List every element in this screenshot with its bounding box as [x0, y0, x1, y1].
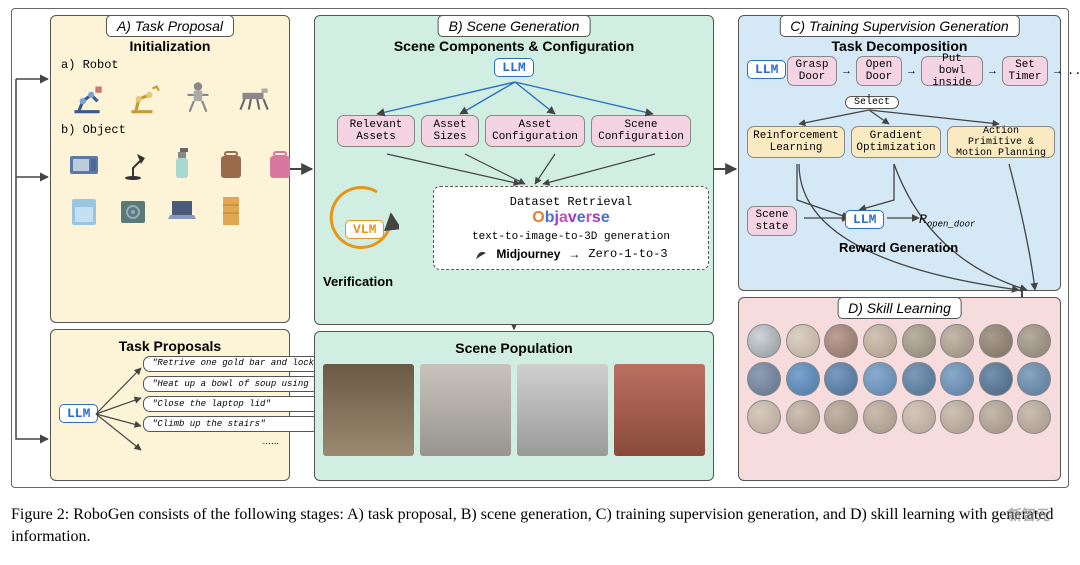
skill-bubble — [902, 362, 936, 396]
retrieval-heading: Dataset Retrieval — [444, 195, 698, 209]
panel-training-supervision: C) Training Supervision Generation Task … — [738, 15, 1061, 291]
verification-cycle-icon — [329, 184, 399, 274]
skill-bubble — [863, 400, 897, 434]
laptop-icon — [159, 188, 204, 233]
robot-label: a) Robot — [61, 58, 289, 72]
task-decomp-heading: Task Decomposition — [739, 38, 1060, 54]
llm-fan-arrows — [365, 80, 665, 120]
step-grasp: Grasp Door — [787, 56, 837, 86]
scene-thumbnails — [315, 364, 713, 456]
skill-bubble — [940, 324, 974, 358]
midjourney-label: Midjourney — [496, 247, 560, 261]
figure-caption: Figure 2: RoboGen consists of the follow… — [11, 504, 1069, 547]
objaverse-logo: Objaverse — [444, 209, 698, 227]
panel-a-title: A) Task Proposal — [106, 15, 234, 37]
skill-bubble — [824, 400, 858, 434]
skill-bubble — [940, 400, 974, 434]
decomp-steps-row: Grasp Door → Open Door → Put bowl inside… — [787, 56, 1080, 86]
t2i3d-label: text-to-image-to-3D generation — [444, 231, 698, 243]
dishwasher-icon — [61, 188, 106, 233]
method-rl: Reinforcement Learning — [747, 126, 845, 158]
skill-bubble — [979, 362, 1013, 396]
skill-bubble — [902, 324, 936, 358]
scene-thumb-3 — [517, 364, 608, 456]
caption-body: RoboGen consists of the following stages… — [11, 506, 1053, 545]
skill-bubble — [940, 362, 974, 396]
suitcase-brown-icon — [208, 141, 253, 186]
step-open: Open Door — [856, 56, 902, 86]
figure-canvas: A) Task Proposal Initialization a) Robot… — [11, 8, 1069, 488]
robot-icons-row — [51, 74, 289, 119]
lamp-icon — [110, 141, 155, 186]
panel-task-proposals-list: Task Proposals LLM "Retrive one gold bar… — [50, 329, 290, 481]
proposals-heading: Task Proposals — [51, 338, 289, 354]
llm-box-c2: LLM — [845, 210, 884, 229]
reward-expr: Ropen_door — [919, 212, 975, 230]
midjourney-icon — [474, 247, 488, 261]
panel-skill-learning: D) Skill Learning — [738, 297, 1061, 481]
skill-bubble — [1017, 362, 1051, 396]
skill-bubble — [863, 362, 897, 396]
cabinet-icon — [208, 188, 253, 233]
llm-box-c1: LLM — [747, 60, 786, 79]
skill-bubble — [979, 400, 1013, 434]
step-timer: Set Timer — [1002, 56, 1048, 86]
method-pills-row: Reinforcement Learning Gradient Optimiza… — [747, 126, 1055, 158]
robot-humanoid-icon — [175, 74, 220, 119]
skill-bubble — [1017, 324, 1051, 358]
llm-box-b: LLM — [494, 58, 533, 77]
proposal-fan-arrows — [91, 360, 146, 470]
object-icons-grid — [51, 141, 289, 233]
panel-c-title: C) Training Supervision Generation — [779, 15, 1019, 37]
skill-bubble — [824, 362, 858, 396]
sanitizer-icon — [159, 141, 204, 186]
verification-label: Verification — [323, 274, 393, 289]
scene-state-box: Scene state — [747, 206, 797, 236]
skill-bubble — [824, 324, 858, 358]
robot-arm-icon — [64, 74, 109, 119]
panel-scene-generation: B) Scene Generation Scene Components & C… — [314, 15, 714, 325]
watermark-text: 新智元 — [1008, 505, 1050, 525]
dataset-retrieval-box: Dataset Retrieval Objaverse text-to-imag… — [433, 186, 709, 270]
suitcase-pink-icon — [257, 141, 302, 186]
reward-heading: Reward Generation — [839, 240, 958, 255]
object-label: b) Object — [61, 123, 289, 137]
panel-d-title: D) Skill Learning — [837, 297, 962, 319]
steps-dots: ... — [1067, 64, 1080, 78]
skill-bubble — [786, 400, 820, 434]
skill-bubble — [747, 324, 781, 358]
init-heading: Initialization — [51, 38, 289, 54]
robot-dog-icon — [231, 74, 276, 119]
skill-bubble — [747, 400, 781, 434]
scene-pop-heading: Scene Population — [315, 340, 713, 356]
scene-thumb-1 — [323, 364, 414, 456]
skill-bubbles-grid — [739, 318, 1060, 440]
method-grad: Gradient Optimization — [851, 126, 941, 158]
select-fan-arrows — [779, 88, 1049, 128]
step-put-bowl: Put bowl inside — [921, 56, 983, 86]
skill-bubble — [902, 400, 936, 434]
panel-scene-population: Scene Population — [314, 331, 714, 481]
caption-prefix: Figure 2: — [11, 506, 73, 523]
skill-bubble — [1017, 400, 1051, 434]
skill-bubble — [786, 324, 820, 358]
skill-bubble — [979, 324, 1013, 358]
method-primitive: Action Primitive & Motion Planning — [947, 126, 1055, 158]
microwave-icon — [61, 141, 106, 186]
scene-thumb-2 — [420, 364, 511, 456]
skill-bubble — [863, 324, 897, 358]
reward-arrows — [759, 160, 1059, 295]
skill-bubble — [747, 362, 781, 396]
zero123-label: Zero-1-to-3 — [588, 247, 667, 261]
skill-bubble — [786, 362, 820, 396]
panel-b-title: B) Scene Generation — [438, 15, 591, 37]
panel-task-proposal: A) Task Proposal Initialization a) Robot… — [50, 15, 290, 323]
scene-config-heading: Scene Components & Configuration — [315, 38, 713, 54]
scene-thumb-4 — [614, 364, 705, 456]
robot-arm2-icon — [120, 74, 165, 119]
safe-icon — [110, 188, 155, 233]
merge-arrows — [375, 152, 675, 188]
